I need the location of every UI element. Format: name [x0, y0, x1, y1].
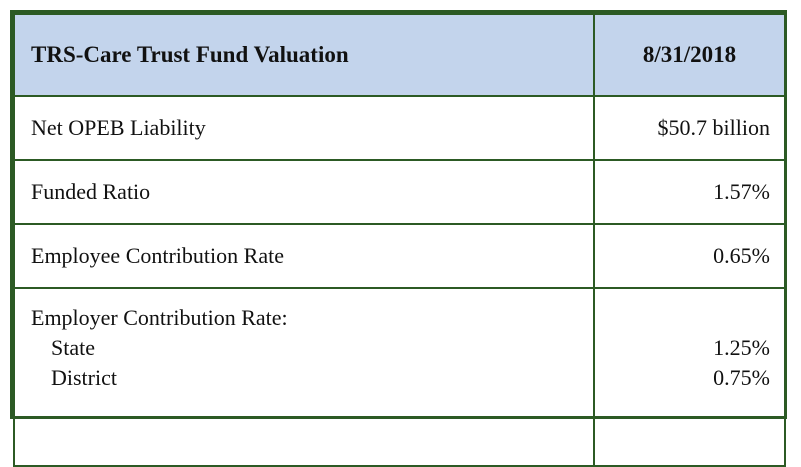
row-label-funded-ratio: Funded Ratio — [13, 159, 595, 225]
row-label-employee-contribution-rate: Employee Contribution Rate — [13, 223, 595, 289]
employer-item-state-value: 1.25% — [713, 335, 770, 360]
row-value-employee-contribution-rate: 0.65% — [593, 223, 786, 289]
employer-label-cell: Employer Contribution Rate: State Distri… — [13, 287, 595, 467]
row-value-funded-ratio: 1.57% — [593, 159, 786, 225]
table-row: Net OPEB Liability $50.7 billion — [13, 95, 786, 161]
employer-item-district-value: 0.75% — [713, 365, 770, 390]
table-title: TRS-Care Trust Fund Valuation — [13, 13, 595, 97]
employer-item-district-label: District — [51, 365, 117, 390]
employer-value-cell: 1.25% 0.75% — [593, 287, 786, 467]
row-value-net-opeb-liability: $50.7 billion — [593, 95, 786, 161]
valuation-table: TRS-Care Trust Fund Valuation 8/31/2018 … — [13, 13, 786, 467]
table-row: Employee Contribution Rate 0.65% — [13, 223, 786, 289]
valuation-table-frame: TRS-Care Trust Fund Valuation 8/31/2018 … — [10, 10, 787, 467]
row-label-net-opeb-liability: Net OPEB Liability — [13, 95, 595, 161]
valuation-date: 8/31/2018 — [593, 13, 786, 97]
table-row-employer: Employer Contribution Rate: State Distri… — [13, 287, 786, 467]
employer-item-state-label: State — [51, 335, 95, 360]
table-row: Funded Ratio 1.57% — [13, 159, 786, 225]
employer-contribution-label: Employer Contribution Rate: — [31, 305, 288, 330]
table-header-row: TRS-Care Trust Fund Valuation 8/31/2018 — [13, 13, 786, 97]
